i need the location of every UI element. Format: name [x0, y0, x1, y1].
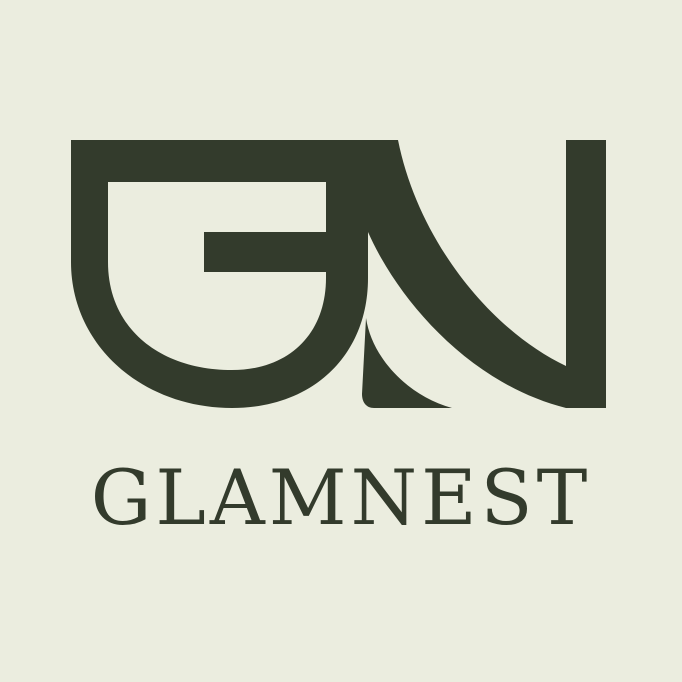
monogram-letter-n-foot — [362, 318, 452, 408]
monogram-letter-g-bar — [204, 232, 368, 276]
brand-wordmark: GLAMNEST — [90, 453, 592, 542]
monogram-letter-g — [71, 140, 398, 408]
monogram-letter-n — [368, 140, 606, 408]
